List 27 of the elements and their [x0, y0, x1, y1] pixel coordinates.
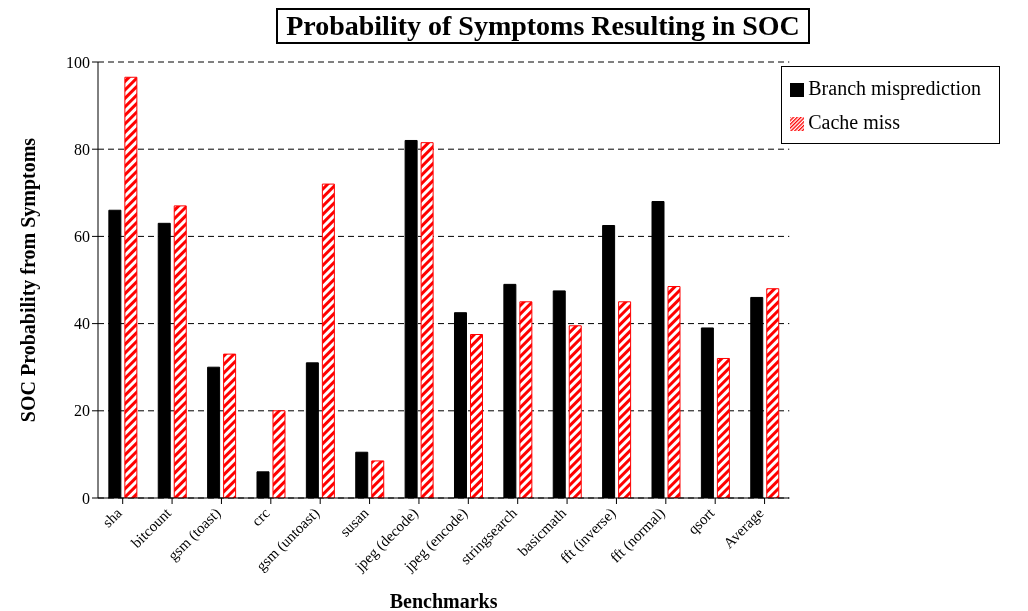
bar	[223, 353, 237, 498]
bar	[519, 301, 533, 498]
bar	[618, 301, 632, 498]
bar	[371, 460, 385, 498]
bar	[321, 183, 335, 498]
bar	[766, 288, 780, 498]
y-tick-label: 100	[66, 53, 90, 71]
y-axis-title: SOC Probability from Symptoms	[17, 137, 41, 423]
bar	[272, 410, 286, 498]
bar	[470, 334, 483, 498]
bar	[667, 286, 681, 498]
x-tick-label: sha	[99, 504, 126, 531]
bar	[568, 325, 582, 498]
bar	[124, 76, 138, 498]
y-tick-label: 80	[74, 140, 90, 158]
chart-title: Probability of Symptoms Resulting in SOC	[276, 8, 810, 44]
bar	[716, 357, 730, 498]
x-tick-label: crc	[248, 504, 274, 530]
y-tick-label: 60	[74, 228, 90, 246]
y-tick-label: 20	[74, 402, 90, 420]
y-tick-label: 0	[82, 489, 90, 507]
bar	[420, 142, 434, 498]
x-axis-title: Benchmarks	[389, 590, 498, 611]
legend-label: Branch misprediction	[808, 77, 981, 99]
y-tick-label: 40	[74, 315, 90, 333]
legend-label: Cache miss	[808, 111, 900, 133]
bar	[173, 205, 187, 498]
